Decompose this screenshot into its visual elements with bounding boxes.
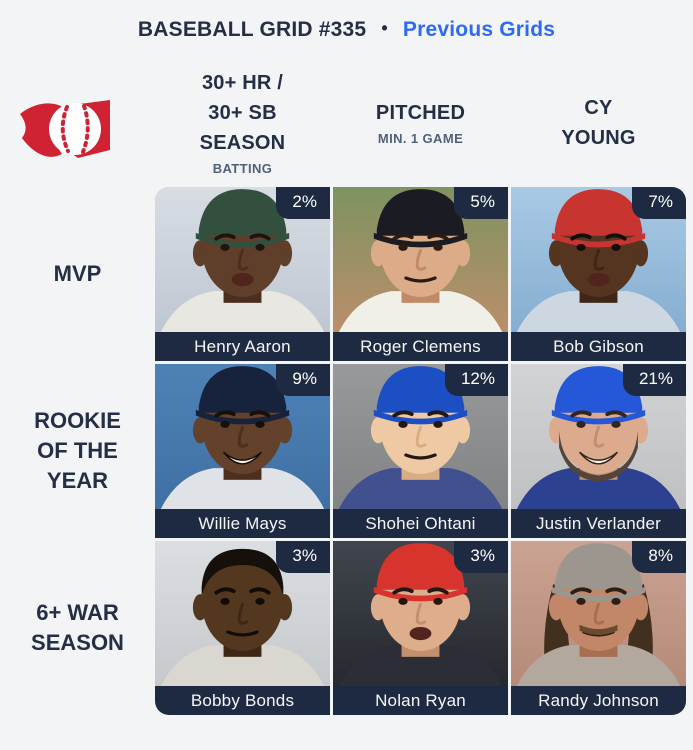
player-name: Bobby Bonds xyxy=(155,686,330,715)
column-header-batting: 30+ HR / 30+ SB SEASON BATTING xyxy=(155,68,330,179)
previous-grids-link[interactable]: Previous Grids xyxy=(402,18,556,41)
column-title: 30+ HR / 30+ SB SEASON xyxy=(199,71,286,154)
player-name: Roger Clemens xyxy=(333,332,508,361)
rarity-badge: 12% xyxy=(444,364,508,396)
player-name: Bob Gibson xyxy=(511,332,686,361)
player-grid: 2% Henry Aaron 5% Roger Clemens 7% Bob G… xyxy=(155,187,686,715)
player-name: Justin Verlander xyxy=(511,509,686,538)
grid-cell-rookie-pitched[interactable]: 12% Shohei Ohtani xyxy=(333,364,508,538)
player-name: Shohei Ohtani xyxy=(333,509,508,538)
player-photo xyxy=(333,541,508,686)
grid-cell-war-pitched[interactable]: 3% Nolan Ryan xyxy=(333,541,508,715)
grid-cell-war-cy-young[interactable]: 8% Randy Johnson xyxy=(511,541,686,715)
page-header: BASEBALL GRID #335 • Previous Grids xyxy=(0,18,693,42)
player-photo xyxy=(511,364,686,509)
grid-cell-rookie-cy-young[interactable]: 21% Justin Verlander xyxy=(511,364,686,538)
row-headers: MVP ROOKIE OF THE YEAR 6+ WAR SEASON xyxy=(0,187,155,715)
grid-cell-mvp-batting[interactable]: 2% Henry Aaron xyxy=(155,187,330,361)
page-title: BASEBALL GRID #335 xyxy=(137,18,367,41)
player-name: Willie Mays xyxy=(155,509,330,538)
column-title: CY YOUNG xyxy=(561,96,636,149)
rarity-badge: 7% xyxy=(632,187,686,219)
player-photo xyxy=(155,364,330,509)
column-headers: 30+ HR / 30+ SB SEASON BATTING PITCHED M… xyxy=(155,60,686,186)
baseball-grid-logo[interactable] xyxy=(12,92,118,164)
rarity-badge: 3% xyxy=(454,541,508,573)
rarity-badge: 9% xyxy=(276,364,330,396)
grid-cell-rookie-batting[interactable]: 9% Willie Mays xyxy=(155,364,330,538)
player-name: Nolan Ryan xyxy=(333,686,508,715)
row-header-rookie-of-the-year: ROOKIE OF THE YEAR xyxy=(34,408,121,493)
grid-cell-war-batting[interactable]: 3% Bobby Bonds xyxy=(155,541,330,715)
column-subtitle: MIN. 1 GAME xyxy=(377,130,464,146)
rarity-badge: 3% xyxy=(276,541,330,573)
row-header-6-war-season: 6+ WAR SEASON xyxy=(31,600,124,655)
grid-cell-mvp-cy-young[interactable]: 7% Bob Gibson xyxy=(511,187,686,361)
player-name: Randy Johnson xyxy=(511,686,686,715)
rarity-badge: 5% xyxy=(454,187,508,219)
title-separator: • xyxy=(381,18,388,38)
rarity-badge: 8% xyxy=(632,541,686,573)
column-title: PITCHED xyxy=(375,101,466,124)
baseball-logo-icon xyxy=(20,100,110,158)
rarity-badge: 21% xyxy=(622,364,686,396)
row-header-mvp: MVP xyxy=(53,261,102,286)
rarity-badge: 2% xyxy=(276,187,330,219)
column-header-pitched: PITCHED MIN. 1 GAME xyxy=(333,98,508,149)
player-name: Henry Aaron xyxy=(155,332,330,361)
player-photo xyxy=(155,541,330,686)
grid-cell-mvp-pitched[interactable]: 5% Roger Clemens xyxy=(333,187,508,361)
column-header-cy-young: CY YOUNG xyxy=(511,93,686,154)
column-subtitle: BATTING xyxy=(212,160,273,176)
